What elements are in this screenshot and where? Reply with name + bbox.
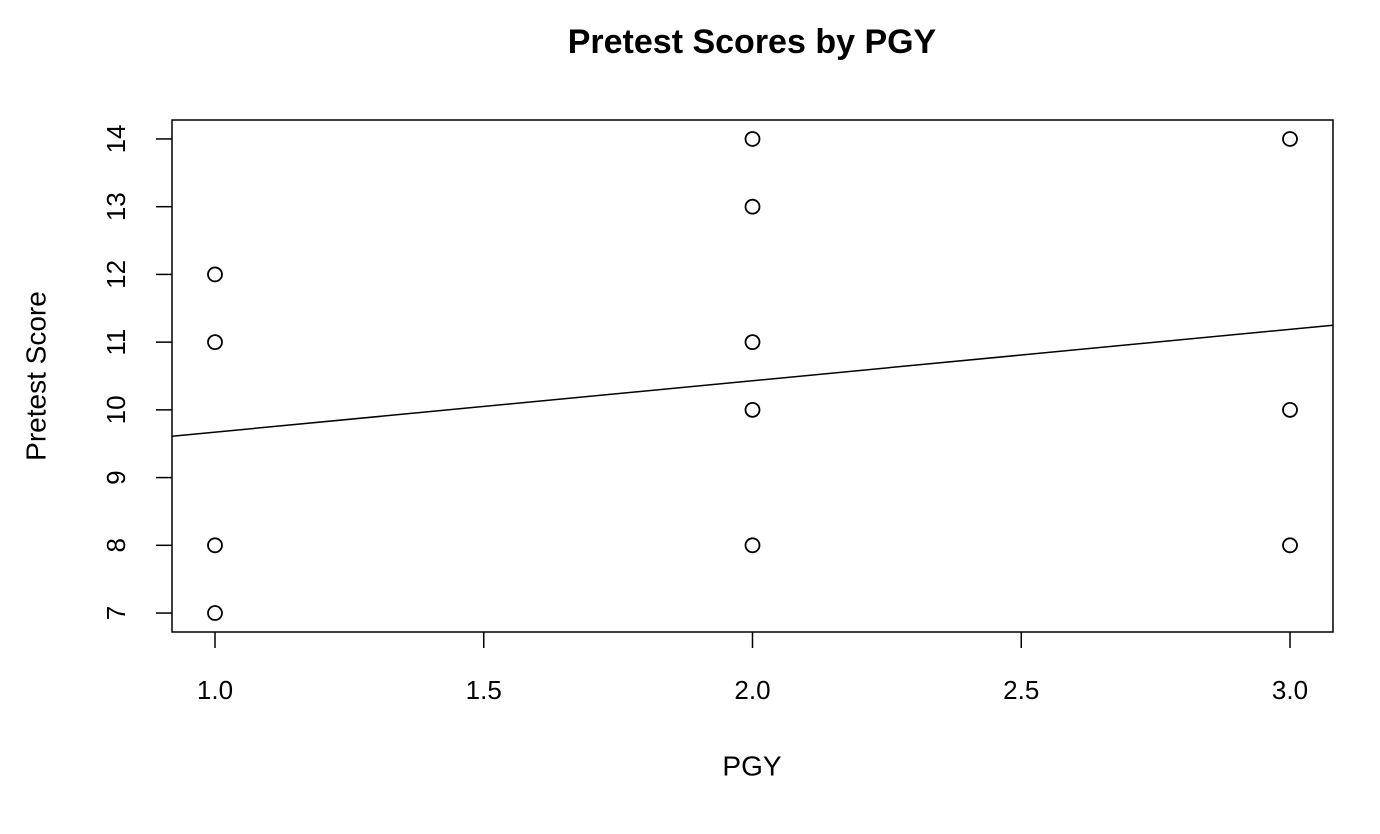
point bbox=[1282, 131, 1298, 147]
y-tick-label: 7 bbox=[101, 606, 131, 620]
point bbox=[207, 266, 223, 283]
point bbox=[1282, 537, 1298, 554]
point bbox=[207, 334, 223, 351]
y-tick-label: 10 bbox=[101, 395, 131, 424]
x-tick-label: 1.0 bbox=[197, 675, 233, 705]
point bbox=[744, 401, 761, 418]
point bbox=[744, 334, 761, 351]
point bbox=[744, 131, 761, 147]
y-axis-label: Pretest Score bbox=[20, 291, 51, 461]
point bbox=[744, 198, 761, 215]
y-tick-label: 12 bbox=[101, 260, 131, 289]
x-tick-label: 3.0 bbox=[1272, 675, 1308, 705]
point bbox=[207, 537, 223, 554]
y-tick-label: 13 bbox=[101, 192, 131, 221]
x-tick-label: 2.5 bbox=[1003, 675, 1039, 705]
x-tick-label: 1.5 bbox=[466, 675, 502, 705]
x-tick-label: 2.0 bbox=[734, 675, 770, 705]
point bbox=[744, 537, 761, 554]
y-tick-label: 14 bbox=[101, 125, 131, 154]
y-tick-label: 8 bbox=[101, 538, 131, 552]
x-axis-label: PGY bbox=[722, 750, 781, 781]
plot-frame bbox=[171, 119, 1334, 633]
y-tick-label: 11 bbox=[101, 329, 131, 356]
y-tick-label: 9 bbox=[101, 470, 131, 484]
point bbox=[207, 605, 223, 621]
chart-title: Pretest Scores by PGY bbox=[568, 23, 937, 61]
fit-line bbox=[171, 324, 1334, 438]
point bbox=[1282, 401, 1298, 418]
